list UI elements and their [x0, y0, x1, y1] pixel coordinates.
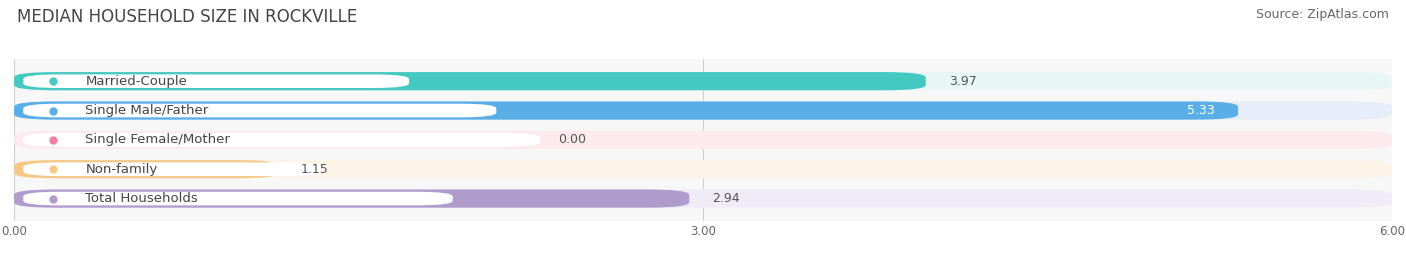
Text: 2.94: 2.94 [713, 192, 740, 205]
Text: Non-family: Non-family [86, 163, 157, 176]
Text: 1.15: 1.15 [301, 163, 329, 176]
Text: Single Male/Father: Single Male/Father [86, 104, 208, 117]
Text: 0.00: 0.00 [558, 133, 586, 146]
FancyBboxPatch shape [14, 189, 689, 208]
FancyBboxPatch shape [24, 162, 322, 176]
Text: 3.97: 3.97 [949, 75, 977, 88]
FancyBboxPatch shape [14, 101, 1392, 120]
Text: Total Households: Total Households [86, 192, 198, 205]
FancyBboxPatch shape [24, 104, 496, 117]
FancyBboxPatch shape [24, 192, 453, 206]
FancyBboxPatch shape [24, 133, 540, 147]
FancyBboxPatch shape [14, 189, 1392, 208]
FancyBboxPatch shape [14, 72, 1392, 90]
FancyBboxPatch shape [14, 72, 925, 90]
Text: Source: ZipAtlas.com: Source: ZipAtlas.com [1256, 8, 1389, 21]
Text: MEDIAN HOUSEHOLD SIZE IN ROCKVILLE: MEDIAN HOUSEHOLD SIZE IN ROCKVILLE [17, 8, 357, 26]
FancyBboxPatch shape [14, 160, 278, 178]
FancyBboxPatch shape [24, 74, 409, 88]
Text: Married-Couple: Married-Couple [86, 75, 187, 88]
FancyBboxPatch shape [14, 160, 1392, 178]
Text: Single Female/Mother: Single Female/Mother [86, 133, 231, 146]
FancyBboxPatch shape [14, 101, 1239, 120]
FancyBboxPatch shape [14, 131, 1392, 149]
Text: 5.33: 5.33 [1187, 104, 1215, 117]
